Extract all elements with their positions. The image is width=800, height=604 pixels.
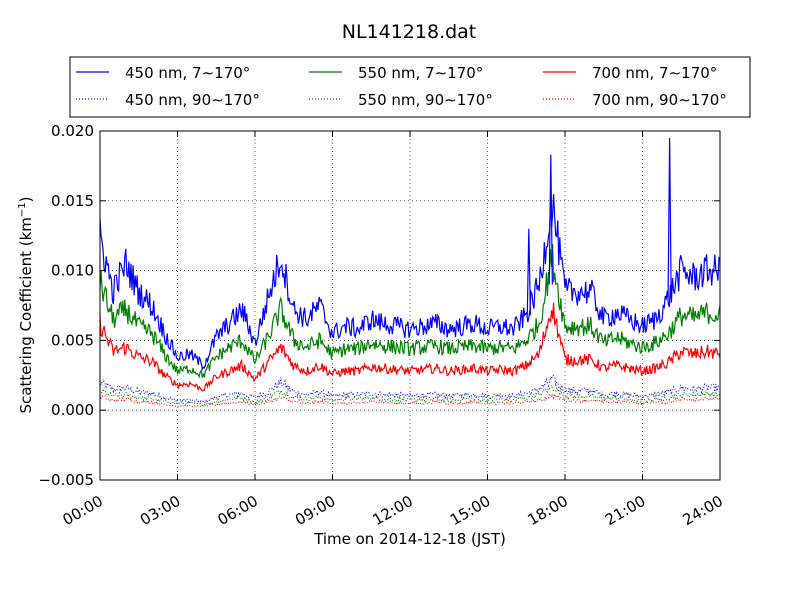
grid [100,131,720,480]
legend-label: 450 nm, 90∼170° [125,91,260,109]
x-axis-label: Time on 2014-12-18 (JST) [313,530,506,548]
series-line [99,244,721,379]
y-axis-label-main: Scattering Coefficient (km [17,217,35,413]
x-tick-label: 15:00 [447,492,493,529]
legend-label: 450 nm, 7∼170° [125,64,250,82]
y-axis: −0.005 0.000 0.005 0.010 0.015 0.020 [38,122,720,489]
y-axis-label-close: ) [17,196,35,202]
x-tick-label: 09:00 [292,492,338,529]
x-tick-label: 06:00 [215,492,261,529]
legend-label: 700 nm, 7∼170° [592,64,717,82]
series-spike [548,154,553,285]
x-tick-label: 18:00 [525,492,571,529]
series-line [99,392,721,408]
y-tick-label: 0.015 [51,192,94,210]
legend: 450 nm, 7∼170° 550 nm, 7∼170° 700 nm, 7∼17… [69,56,751,118]
y-axis-label: Scattering Coefficient (km−1) [17,196,35,413]
legend-box [69,56,751,118]
y-tick-label: 0.020 [51,122,94,140]
series-spike [526,228,531,316]
series-line [99,384,721,407]
y-tick-label: 0.005 [51,331,94,349]
x-tick-label: 24:00 [680,492,726,529]
series-line [99,194,721,371]
series-line [99,374,721,404]
legend-label: 550 nm, 7∼170° [358,64,483,82]
x-tick-label: 03:00 [137,492,183,529]
legend-label: 550 nm, 90∼170° [358,91,493,109]
legend-label: 700 nm, 90∼170° [592,91,727,109]
series-spike [667,137,672,299]
y-axis-label-sup: −1 [17,202,28,217]
y-tick-label: 0.010 [51,262,94,280]
x-tick-label: 12:00 [370,492,416,529]
y-tick-label: −0.005 [38,471,94,489]
x-tick-label: 21:00 [602,492,648,529]
series-line [99,302,721,392]
y-tick-label: 0.000 [51,401,94,419]
chart-title: NL141218.dat [342,21,477,43]
x-tick-label: 00:00 [60,492,106,529]
series-layer [99,137,721,408]
